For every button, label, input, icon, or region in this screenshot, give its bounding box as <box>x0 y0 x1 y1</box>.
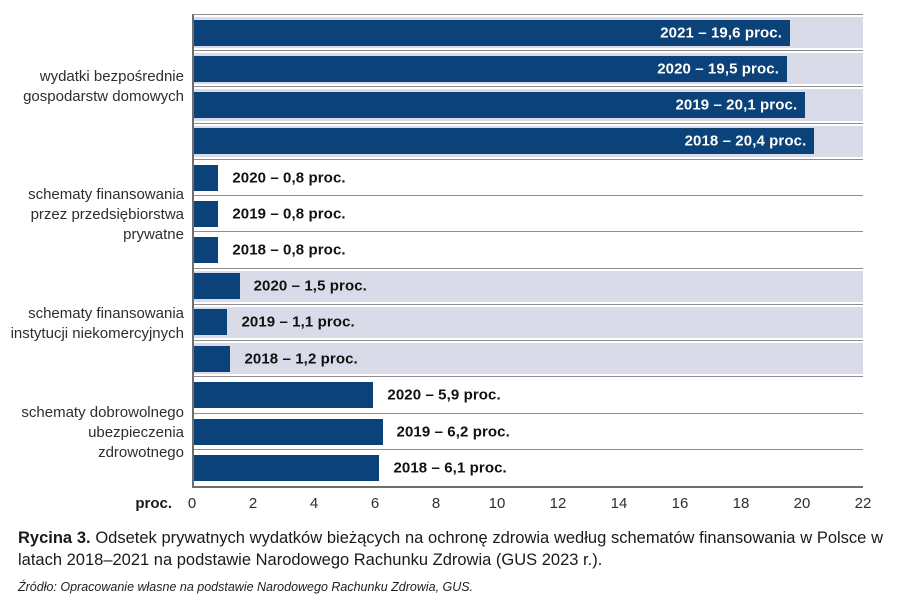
bar-row: 2020 – 5,9 proc. <box>194 377 863 414</box>
bar-group: 2020 – 5,9 proc. 2019 – 6,2 proc. 2018 – 6… <box>194 377 863 486</box>
x-tick-22: 22 <box>854 495 872 512</box>
bar-2020: 2020 – 0,8 proc. <box>194 164 346 191</box>
bar-value-label: 2018 – 0,8 proc. <box>232 241 346 259</box>
bar-2019: 2019 – 1,1 proc. <box>194 309 355 336</box>
bar-2020: 2020 – 1,5 proc. <box>194 273 367 300</box>
bar-value-label: 2020 – 0,8 proc. <box>232 169 346 187</box>
bar-value-label: 2019 – 20,1 proc. <box>675 96 798 114</box>
bar-track: 2018 – 20,4 proc. <box>194 123 863 159</box>
x-tick-14: 14 <box>610 495 628 512</box>
bar-value-label: 2020 – 5,9 proc. <box>387 386 501 404</box>
category-label-line: instytucji niekomercyjnych <box>10 324 184 342</box>
bar-track: 2020 – 0,8 proc. <box>194 159 863 196</box>
category-label-1: wydatki bezpośrednie gospodarstw domowych <box>0 14 184 160</box>
x-tick-2: 2 <box>248 495 258 512</box>
bar-2018: 2018 – 20,4 proc. <box>194 128 815 155</box>
bar-track: 2021 – 19,6 proc. <box>194 15 863 51</box>
bar-2020: 2020 – 5,9 proc. <box>194 382 501 409</box>
bar-value-label: 2019 – 1,1 proc. <box>241 313 355 331</box>
bar-track: 2018 – 0,8 proc. <box>194 232 863 268</box>
bar-track: 2020 – 19,5 proc. <box>194 51 863 87</box>
bar-group: 2020 – 1,5 proc. 2019 – 1,1 proc. 2018 – 1… <box>194 268 863 378</box>
x-axis: 0 2 4 6 8 10 12 14 16 18 20 22 <box>188 495 872 515</box>
bar-row: 2018 – 6,1 proc. <box>194 450 863 486</box>
bar-track: 2020 – 1,5 proc. <box>194 268 863 304</box>
bar-2018: 2018 – 0,8 proc. <box>194 237 346 263</box>
x-tick-4: 4 <box>309 495 319 512</box>
bar-row: 2019 – 0,8 proc. <box>194 196 863 233</box>
bar-value-label: 2018 – 1,2 proc. <box>244 350 358 368</box>
bar-2018: 2018 – 1,2 proc. <box>194 345 358 372</box>
bar-row: 2018 – 0,8 proc. <box>194 232 863 269</box>
category-label-2: schematy finansowania przez przedsiębiors… <box>0 160 184 269</box>
bar-row: 2021 – 19,6 proc. <box>194 15 863 52</box>
bar-row: 2020 – 19,5 proc. <box>194 51 863 88</box>
bar-row: 2018 – 20,4 proc. <box>194 123 863 160</box>
category-label-3: schematy finansowania instytucji niekomer… <box>0 269 184 378</box>
x-tick-20: 20 <box>793 495 811 512</box>
figure-caption: Rycina 3. Odsetek prywatnych wydatków bi… <box>18 527 883 571</box>
bar-track: 2019 – 0,8 proc. <box>194 196 863 232</box>
bar-value-label: 2020 – 1,5 proc. <box>253 277 367 295</box>
bar-2021: 2021 – 19,6 proc. <box>194 19 791 46</box>
source-note: Źródło: Opracowanie własne na podstawie … <box>18 580 474 594</box>
bar-row: 2019 – 20,1 proc. <box>194 87 863 124</box>
bar-track: 2019 – 6,2 proc. <box>194 413 863 450</box>
bar-2019: 2019 – 0,8 proc. <box>194 200 346 227</box>
bar-row: 2018 – 1,2 proc. <box>194 341 863 378</box>
bar-2020: 2020 – 19,5 proc. <box>194 55 787 82</box>
bar-track: 2020 – 5,9 proc. <box>194 377 863 413</box>
bar-2018: 2018 – 6,1 proc. <box>194 455 507 482</box>
bar-value-label: 2018 – 6,1 proc. <box>393 459 507 477</box>
bar-track: 2019 – 20,1 proc. <box>194 87 863 123</box>
bar-track: 2019 – 1,1 proc. <box>194 304 863 341</box>
category-label-line: gospodarstw domowych <box>23 87 184 105</box>
bar-value-label: 2019 – 0,8 proc. <box>232 205 346 223</box>
bar-2019: 2019 – 20,1 proc. <box>194 92 806 119</box>
x-tick-12: 12 <box>549 495 567 512</box>
bar-value-label: 2021 – 19,6 proc. <box>660 24 783 42</box>
x-tick-8: 8 <box>431 495 441 512</box>
plot-area: 2021 – 19,6 proc. 2020 – 19,5 proc. 2019 –… <box>192 14 863 488</box>
category-label-line: schematy finansowania <box>28 304 184 322</box>
bar-track: 2018 – 1,2 proc. <box>194 341 863 377</box>
bar-row: 2019 – 1,1 proc. <box>194 304 863 342</box>
x-tick-0: 0 <box>187 495 197 512</box>
bar-group: 2021 – 19,6 proc. 2020 – 19,5 proc. 2019 –… <box>194 15 863 160</box>
bar-value-label: 2018 – 20,4 proc. <box>684 132 807 150</box>
bar-value-label: 2019 – 6,2 proc. <box>396 423 510 441</box>
category-label-line: prywatne <box>123 225 184 243</box>
category-label-line: schematy finansowania <box>28 185 184 203</box>
bar-row: 2019 – 6,2 proc. <box>194 413 863 451</box>
bar-2019: 2019 – 6,2 proc. <box>194 418 510 445</box>
category-label-4: schematy dobrowolnego ubezpieczenia zdrow… <box>0 379 184 488</box>
bar-group: 2020 – 0,8 proc. 2019 – 0,8 proc. 2018 – 0… <box>194 159 863 269</box>
category-label-line: ubezpieczenia zdrowotnego <box>88 424 184 462</box>
category-labels: wydatki bezpośrednie gospodarstw domowych… <box>0 14 184 488</box>
x-tick-18: 18 <box>732 495 750 512</box>
x-tick-6: 6 <box>370 495 380 512</box>
caption-prefix: Rycina 3. <box>18 529 91 547</box>
x-axis-unit-label: proc. <box>135 495 172 512</box>
bar-row: 2020 – 0,8 proc. <box>194 159 863 197</box>
category-label-line: wydatki bezpośrednie <box>39 67 184 85</box>
bar-row: 2020 – 1,5 proc. <box>194 268 863 305</box>
bar-track: 2018 – 6,1 proc. <box>194 450 863 486</box>
x-tick-16: 16 <box>671 495 689 512</box>
category-label-line: schematy dobrowolnego <box>21 404 184 422</box>
caption-body: Odsetek prywatnych wydatków bieżących na… <box>18 529 883 569</box>
bar-value-label: 2020 – 19,5 proc. <box>657 60 779 78</box>
category-label-line: przez przedsiębiorstwa <box>30 205 184 223</box>
x-tick-10: 10 <box>488 495 506 512</box>
